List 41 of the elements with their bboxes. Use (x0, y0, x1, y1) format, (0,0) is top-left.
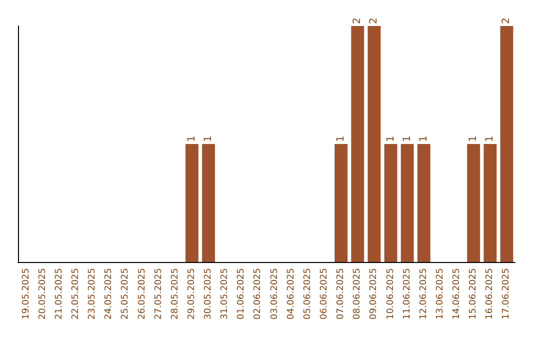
x-tick-label: 30.05.2025 (204, 268, 214, 320)
data-label: 1 (418, 136, 430, 142)
x-tick-label: 13.06.2025 (435, 268, 446, 320)
x-tick-label: 14.06.2025 (452, 268, 462, 320)
data-label: 1 (468, 136, 480, 142)
data-label: 2 (501, 18, 512, 24)
x-tick-label: 08.06.2025 (352, 268, 363, 320)
x-tick-label: 24.05.2025 (104, 268, 114, 320)
x-tick-label: 02.06.2025 (253, 268, 264, 320)
data-label: 1 (402, 136, 413, 142)
x-tick-label: 07.06.2025 (336, 268, 346, 320)
x-tick-label: 01.06.2025 (236, 268, 247, 320)
x-tick-label: 11.06.2025 (402, 268, 412, 320)
x-tick-label: 09.06.2025 (369, 268, 380, 320)
x-tick-label: 29.05.2025 (186, 268, 197, 320)
x-tick-label: 26.05.2025 (137, 268, 148, 320)
x-tick-label: 22.05.2025 (70, 268, 81, 320)
x-tick-label: 12.06.2025 (418, 268, 429, 320)
data-label: 2 (352, 18, 364, 24)
x-tick-label: 06.06.2025 (319, 268, 330, 320)
x-tick-label: 04.06.2025 (286, 268, 296, 320)
data-label: 1 (336, 136, 347, 142)
data-label: 1 (484, 136, 496, 142)
x-tick-label: 10.06.2025 (386, 268, 396, 320)
x-tick-label: 03.06.2025 (270, 268, 280, 320)
x-tick-label: 15.06.2025 (468, 268, 479, 320)
data-label: 1 (203, 136, 214, 142)
data-label: 2 (368, 18, 380, 24)
x-tick-label: 21.05.2025 (54, 268, 64, 320)
x-tick-label: 20.05.2025 (38, 268, 48, 320)
data-label: 1 (186, 136, 198, 142)
x-tick-label: 05.06.2025 (302, 268, 313, 320)
x-tick-label: 19.05.2025 (21, 268, 32, 320)
x-tick-label: 27.05.2025 (154, 268, 164, 320)
x-tick-label: 17.06.2025 (502, 268, 512, 320)
x-tick-label: 25.05.2025 (120, 268, 131, 320)
x-tick-label: 31.05.2025 (220, 268, 230, 320)
data-label: 1 (385, 136, 396, 142)
x-tick-label: 16.06.2025 (485, 268, 496, 320)
x-tick-label: 23.05.2025 (88, 268, 98, 320)
x-tick-label: 28.05.2025 (170, 268, 180, 320)
